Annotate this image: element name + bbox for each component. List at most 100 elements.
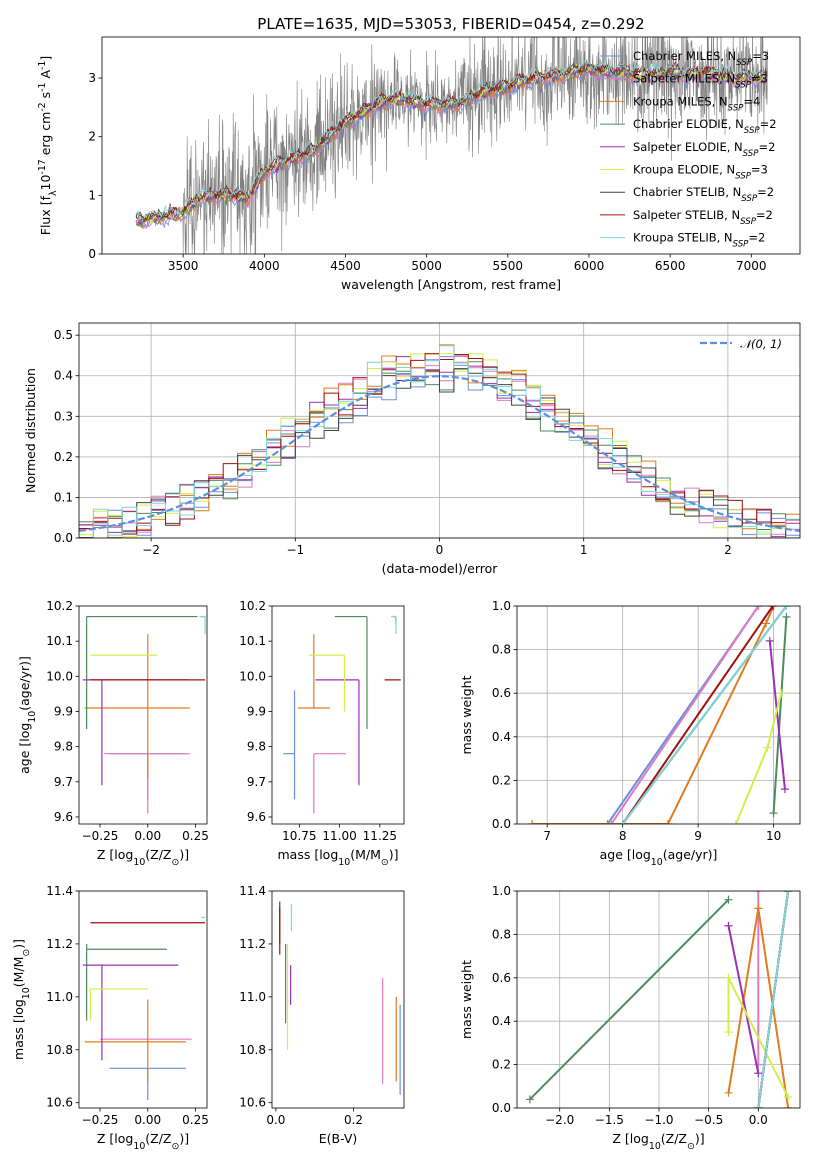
y-tick-label: 0.0 — [492, 817, 511, 831]
age_vs_Z-frame: −0.25 0.00 0.25 9.6 9.7 9.8 9.9 10.0 10.1 10.2 Z [… — [17, 599, 209, 868]
weight_vs_age-frame: 7 8 9 10 0.0 0.2 0.4 0.6 0.8 1.0 age [log10(age/yr… — [459, 599, 801, 868]
weight-line-salpeter-miles — [607, 606, 763, 824]
errorbar-salpeter-elodie — [315, 679, 360, 786]
figure-title: PLATE=1635, MJD=53053, FIBERID=0454, z=0… — [257, 15, 644, 33]
x-tick-label: −0.25 — [82, 829, 119, 843]
x-tick-label: 0.00 — [134, 1113, 161, 1127]
residual-histogram-chabrier-stelib — [79, 368, 800, 538]
mass_vs_Z-frame: −0.25 0.00 0.25 10.6 10.8 11.0 11.2 11.4 Z [log1… — [11, 884, 209, 1152]
y-tick-label: 10.1 — [46, 634, 73, 648]
spectrum-legend: Chabrier MILES, NSSP=3 Salpeter MILES, NS… — [600, 49, 777, 250]
errorbar-chabrier-elodie — [86, 615, 198, 730]
weight-line-salpeter-elodie — [724, 921, 763, 1078]
y-tick-label: 1.0 — [492, 599, 511, 613]
x-tick-label: 0.25 — [182, 829, 209, 843]
mass_vs_Z-x-label: Z [log10(Z/Z⊙)] — [97, 1131, 189, 1152]
y-tick-label: 11.4 — [46, 884, 73, 898]
y-tick-label: 10.8 — [239, 1043, 266, 1057]
errorbar-salpeter-miles — [313, 753, 347, 814]
age_vs_Z-border — [78, 605, 208, 825]
x-tick-label: 0 — [436, 543, 444, 557]
mass_vs_ebv-frame: 0.0 0.2 10.6 10.8 11.0 11.2 11.4 E(B-V) — [239, 884, 405, 1146]
x-tick-label: 7 — [543, 829, 551, 843]
weight_vs_Z-border — [516, 890, 801, 1109]
spectrum-frame: 3500 4000 4500 5000 5500 6000 6500 7000 0 1 2 3 wave… — [37, 36, 801, 292]
y-tick-label: 9.9 — [247, 704, 266, 718]
errorbar-salpeter-miles — [103, 753, 190, 814]
weight_vs_Z-plot-area — [517, 891, 800, 1108]
legend-entry: Salpeter ELODIE, NSSP=2 — [633, 140, 775, 159]
y-tick-label: 0.8 — [492, 927, 511, 941]
y-tick-label: 10.2 — [46, 599, 73, 613]
errorbar-kroupa-miles — [297, 634, 330, 709]
y-tick-label: 10.6 — [46, 1096, 73, 1110]
errorbar-chabrier-miles — [283, 690, 296, 800]
x-tick-label: −1.5 — [595, 1113, 624, 1127]
y-tick-label: 1.0 — [492, 884, 511, 898]
weight-line-kroupa-elodie — [731, 689, 786, 824]
x-tick-label: 0.00 — [134, 829, 161, 843]
y-tick-label: 0.1 — [54, 490, 73, 504]
legend-entry: Chabrier STELIB, NSSP=2 — [633, 185, 774, 204]
gaussian-reference-curve — [79, 375, 800, 532]
x-tick-label: 11.25 — [363, 829, 397, 843]
age_vs_Z-x-label: Z [log10(Z/Z⊙)] — [97, 847, 189, 868]
errorbar-kroupa-elodie — [89, 988, 148, 1021]
weight-line-salpeter-elodie — [765, 636, 789, 794]
x-tick-label: 6500 — [655, 259, 686, 273]
x-tick-label: −0.25 — [82, 1113, 119, 1127]
mass_vs_ebv-x-label: E(B-V) — [319, 1131, 358, 1146]
y-tick-label: 10.6 — [239, 1096, 266, 1110]
residual-histogram-kroupa-stelib — [79, 345, 800, 538]
x-tick-label: 5000 — [411, 259, 442, 273]
errorbar-kroupa-elodie — [309, 654, 346, 712]
spectrum-x-label: wavelength [Angstrom, rest frame] — [341, 277, 561, 292]
y-tick-label: 9.6 — [54, 810, 73, 824]
y-tick-label: 0.6 — [492, 686, 511, 700]
y-tick-label: 0.4 — [492, 1014, 511, 1028]
errorbar-chabrier-elodie — [334, 615, 368, 730]
y-tick-label: 10.0 — [239, 669, 266, 683]
residuals-x-label: (data-model)/error — [382, 561, 499, 576]
legend-entry: Kroupa STELIB, NSSP=2 — [633, 231, 765, 250]
spectrum-plot-area — [135, 37, 768, 254]
age_vs_Z-axes: −0.25 0.00 0.25 9.6 9.7 9.8 9.9 10.0 10.1 10.2 Z [… — [17, 599, 209, 868]
x-tick-label: 9 — [694, 829, 702, 843]
spectrum-axes: 3500 4000 4500 5000 5500 6000 6500 7000 0 1 2 3 wave… — [37, 36, 801, 292]
y-tick-label: 0.4 — [492, 730, 511, 744]
y-tick-label: 0.8 — [492, 643, 511, 657]
age_vs_mass-axes: 10.75 11.00 11.25 9.6 9.7 9.8 9.9 10.0 10.1 10.2 m… — [239, 599, 405, 868]
x-tick-label: 0.0 — [266, 1113, 285, 1127]
y-tick-label: 9.9 — [54, 704, 73, 718]
legend-entry: Kroupa ELODIE, NSSP=3 — [633, 163, 768, 182]
gaussian-legend-label: 𝒩(0, 1) — [740, 337, 782, 351]
x-tick-label: 0.25 — [182, 1113, 209, 1127]
x-tick-label: −2 — [142, 543, 160, 557]
x-tick-label: 4500 — [330, 259, 361, 273]
y-tick-label: 9.8 — [247, 740, 266, 754]
x-tick-label: −2.0 — [545, 1113, 574, 1127]
weight_vs_Z-axes: −2.0 −1.5 −1.0 −0.5 0.0 0.0 0.2 0.4 0.6 0.8 1.0 Z [… — [459, 884, 801, 1152]
residuals-axes: −2 −1 0 1 2 0.0 0.1 0.2 0.3 0.4 0.5 (data-model)/er… — [23, 322, 801, 576]
errorbar-kroupa-stelib — [199, 615, 206, 635]
x-tick-label: 0.0 — [749, 1113, 768, 1127]
y-tick-label: 9.7 — [247, 775, 266, 789]
mass_vs_ebv-border — [271, 890, 405, 1109]
spectrum-border — [101, 36, 801, 255]
x-tick-label: −0.5 — [694, 1113, 723, 1127]
mass_vs_ebv-axes: 0.0 0.2 10.6 10.8 11.0 11.2 11.4 E(B-V) — [239, 884, 405, 1146]
x-tick-label: −1.0 — [644, 1113, 673, 1127]
mass_vs_Z-y-label: mass [log10(M/M⊙)] — [11, 939, 32, 1060]
legend-entry: Salpeter STELIB, NSSP=2 — [633, 208, 773, 227]
x-tick-label: 10 — [766, 829, 781, 843]
y-tick-label: 11.0 — [239, 990, 266, 1004]
x-tick-label: 6000 — [574, 259, 605, 273]
errorbar-salpeter-elodie — [82, 964, 179, 1061]
y-tick-label: 0.6 — [492, 971, 511, 985]
mass_vs_ebv-plot-area — [279, 901, 401, 1095]
errorbar-salpeter-elodie — [82, 679, 188, 786]
x-tick-label: −1 — [286, 543, 304, 557]
weight-line-kroupa-elodie — [724, 973, 793, 1102]
residuals-frame: −2 −1 0 1 2 0.0 0.1 0.2 0.3 0.4 0.5 (data-model)/er… — [23, 322, 801, 576]
weight-line-kroupa-stelib — [754, 891, 793, 1108]
